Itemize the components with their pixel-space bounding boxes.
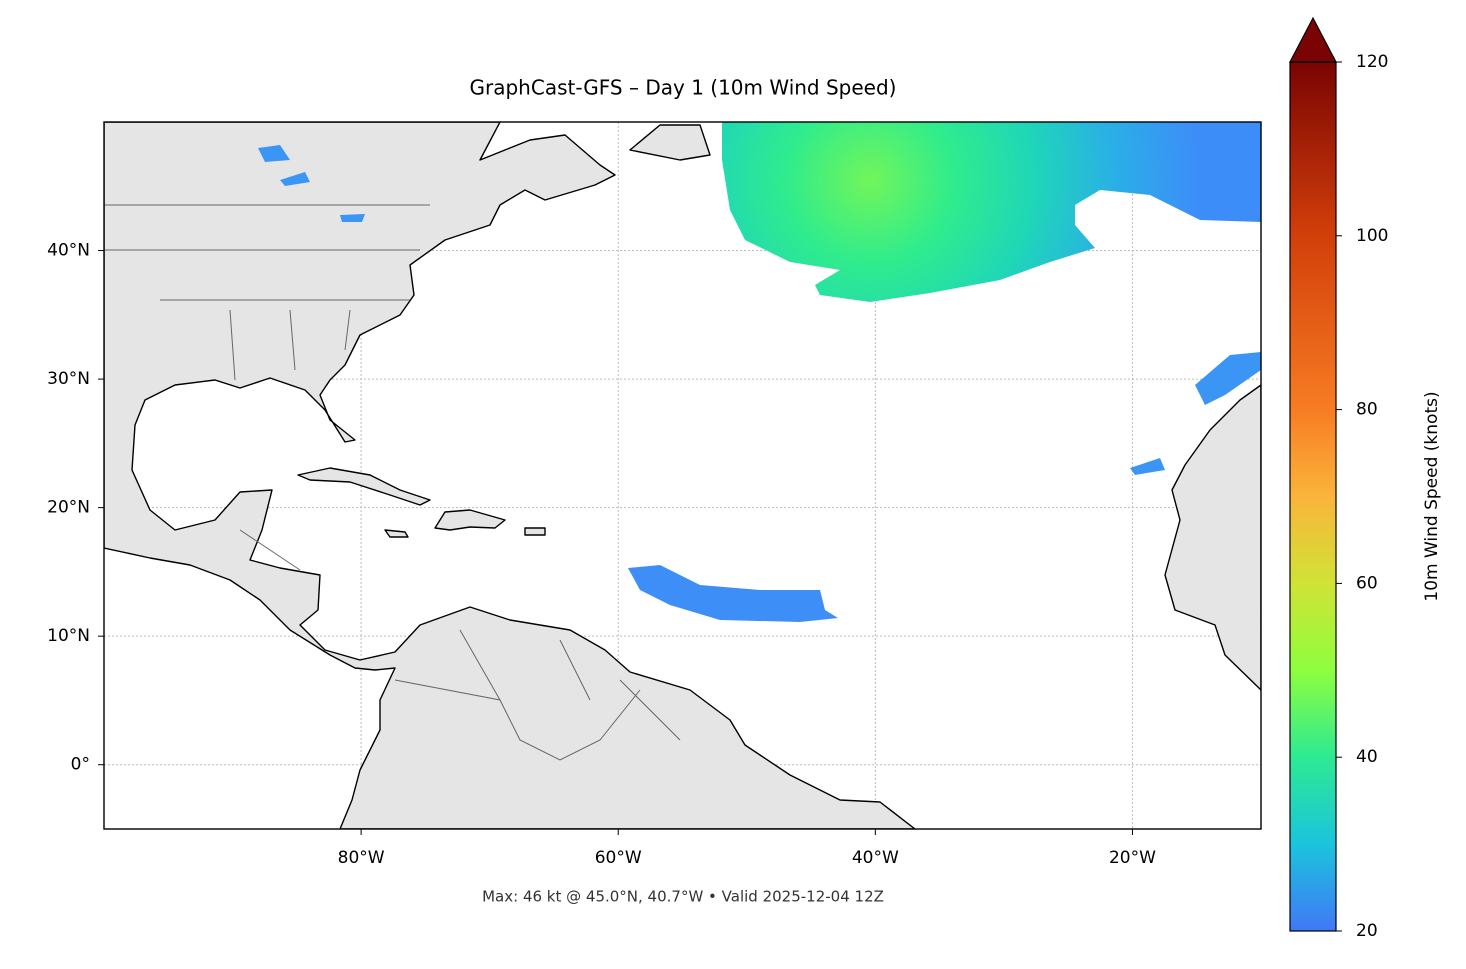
americas bbox=[104, 122, 916, 829]
colorbar-tick-label: 60 bbox=[1356, 573, 1378, 593]
colorbar-tick-label: 120 bbox=[1356, 52, 1388, 72]
colorbar: 20 40 60 80 100 120 10m Wind Speed (knots) bbox=[1289, 16, 1442, 941]
colorbar-extension bbox=[1289, 16, 1337, 63]
map-frame bbox=[103, 121, 1262, 830]
jamaica bbox=[384, 529, 409, 538]
cuba bbox=[297, 467, 431, 506]
colorbar-tick-label: 80 bbox=[1356, 400, 1378, 420]
y-tick-label: 30°N bbox=[47, 369, 90, 389]
chart-title: GraphCast-GFS – Day 1 (10m Wind Speed) bbox=[470, 76, 897, 100]
map-area bbox=[104, 122, 1261, 829]
colorbar-tick-label: 100 bbox=[1356, 226, 1388, 246]
y-tick-label: 10°N bbox=[47, 626, 90, 646]
y-tick-label: 0° bbox=[71, 755, 90, 775]
y-tick-label: 20°N bbox=[47, 498, 90, 518]
colorbar-frame bbox=[1289, 61, 1337, 932]
x-tick-label: 20°W bbox=[1109, 848, 1156, 868]
africa bbox=[1164, 384, 1261, 691]
x-tick-label: 80°W bbox=[338, 848, 385, 868]
wind-field bbox=[722, 122, 1261, 302]
footer-note: Max: 46 kt @ 45.0°N, 40.7°W • Valid 2025… bbox=[482, 888, 884, 906]
y-tick-label: 40°N bbox=[47, 241, 90, 261]
colorbar-tick-label: 20 bbox=[1356, 921, 1378, 941]
colorbar-scale bbox=[1290, 62, 1336, 931]
colorbar-label: 10m Wind Speed (knots) bbox=[1422, 391, 1442, 601]
newfoundland bbox=[629, 124, 711, 161]
puerto-rico bbox=[524, 527, 546, 536]
wind-field bbox=[628, 565, 838, 622]
x-tick-label: 40°W bbox=[852, 848, 899, 868]
hispaniola bbox=[434, 509, 506, 531]
x-tick-label: 60°W bbox=[595, 848, 642, 868]
colorbar-tick-label: 40 bbox=[1356, 747, 1378, 767]
